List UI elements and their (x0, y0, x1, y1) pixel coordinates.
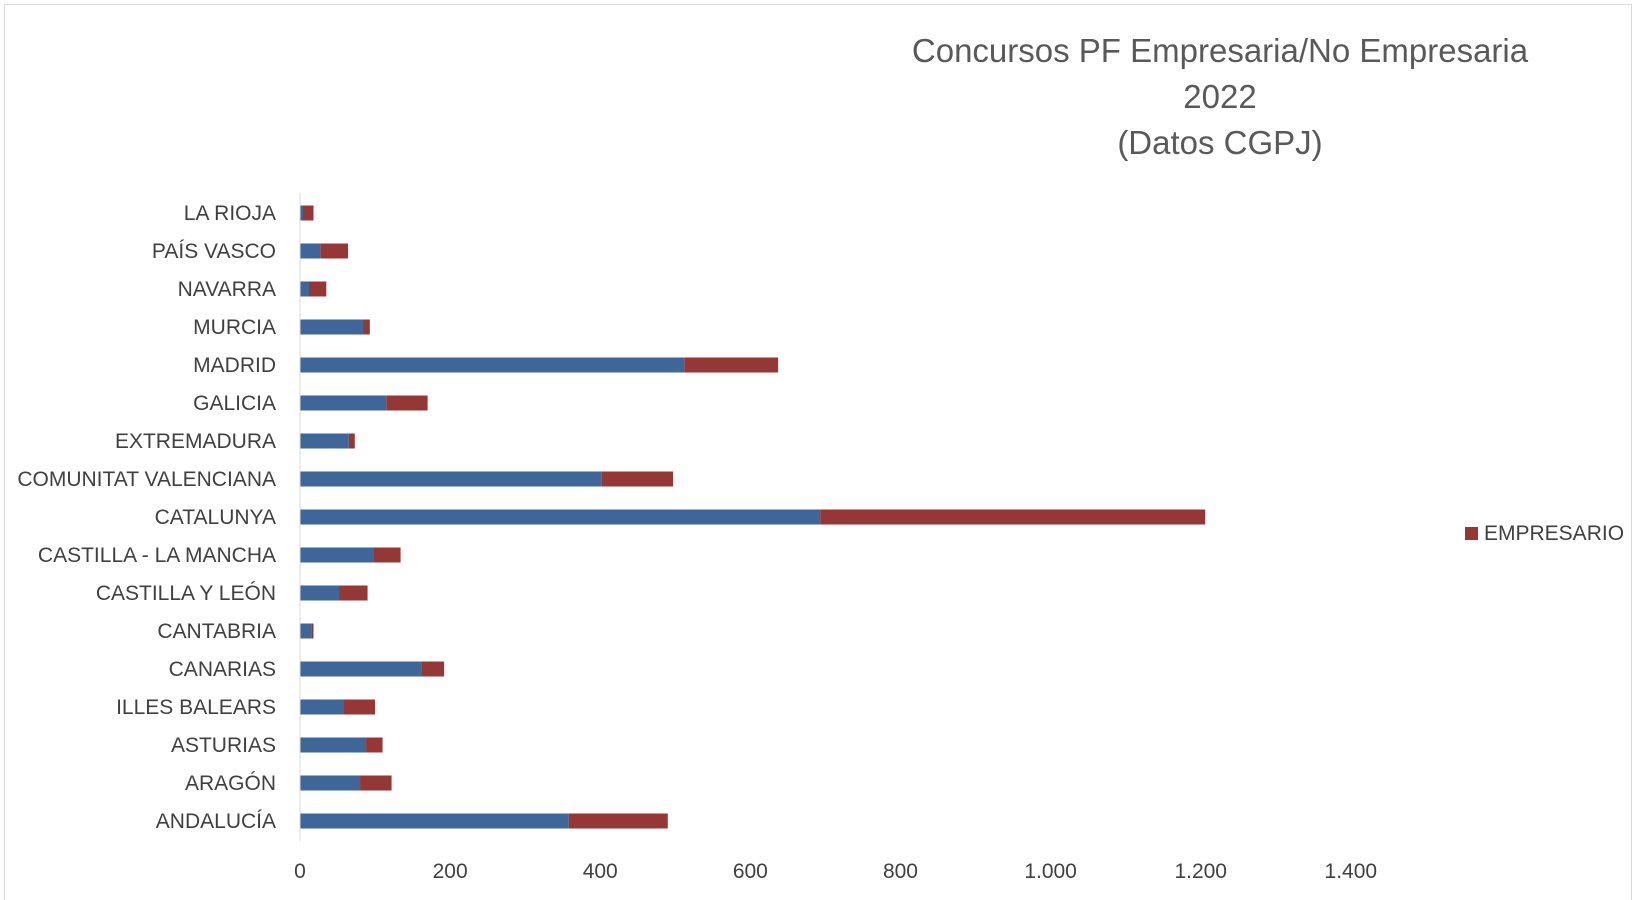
category-label: EXTREMADURA (115, 430, 276, 453)
category-label: MURCIA (193, 316, 276, 339)
legend-label: EMPRESARIO (1484, 522, 1624, 545)
bar-series-1 (300, 395, 387, 411)
bar-empresario (303, 205, 314, 221)
bar-empresario (360, 775, 392, 791)
bar-empresario (320, 243, 349, 259)
bar-empresario (373, 547, 401, 563)
chart-frame (4, 4, 1632, 900)
category-label: ASTURIAS (171, 734, 276, 757)
x-tick-label: 400 (583, 860, 618, 883)
x-tick-label: 1.400 (1325, 860, 1378, 883)
category-label: GALICIA (193, 392, 276, 415)
bar-series-1 (300, 661, 422, 677)
bar-empresario (601, 471, 674, 487)
category-label: MADRID (193, 354, 276, 377)
bar-series-1 (300, 547, 374, 563)
category-label: PAÍS VASCO (152, 240, 276, 263)
bar-empresario (309, 281, 327, 297)
category-label: CASTILLA - LA MANCHA (38, 544, 276, 567)
category-label: CANARIAS (169, 658, 276, 681)
category-label: CATALUNYA (155, 506, 276, 529)
bar-series-1 (300, 281, 310, 297)
chart-title: Concursos PF Empresaria/No Empresaria 20… (870, 28, 1570, 166)
category-label: ARAGÓN (185, 772, 276, 795)
category-label: COMUNITAT VALENCIANA (17, 468, 276, 491)
category-label: LA RIOJA (184, 202, 276, 225)
category-label: CANTABRIA (157, 620, 276, 643)
bar-series-1 (300, 243, 321, 259)
bar-series-1 (300, 813, 569, 829)
bar-empresario (820, 509, 1206, 525)
chart-title-line-3: (Datos CGPJ) (1117, 124, 1323, 161)
bar-series-1 (300, 509, 821, 525)
x-tick-label: 800 (883, 860, 918, 883)
chart-title-line-2: 2022 (1183, 78, 1257, 115)
bar-series-1 (300, 433, 349, 449)
x-tick-label: 1.000 (1024, 860, 1077, 883)
bar-series-1 (300, 205, 304, 221)
x-tick-label: 1.200 (1174, 860, 1227, 883)
bar-empresario (343, 699, 376, 715)
bar-series-1 (300, 699, 344, 715)
category-label: NAVARRA (178, 278, 276, 301)
bar-series-1 (300, 623, 312, 639)
bar-empresario (568, 813, 668, 829)
bar-empresario (339, 585, 368, 601)
bar-empresario (366, 737, 383, 753)
bar-series-1 (300, 737, 367, 753)
legend-swatch (1465, 527, 1478, 540)
bar-series-1 (300, 357, 685, 373)
bar-empresario (421, 661, 445, 677)
bar-series-1 (300, 585, 340, 601)
bar-series-1 (300, 471, 602, 487)
bar-empresario (363, 319, 370, 335)
bar-empresario (684, 357, 779, 373)
bar-empresario (311, 623, 314, 639)
x-tick-label: 600 (733, 860, 768, 883)
bar-series-1 (300, 319, 364, 335)
bar-empresario (348, 433, 355, 449)
x-tick-label: 0 (294, 860, 306, 883)
bar-series-1 (300, 775, 361, 791)
chart-title-line-1: Concursos PF Empresaria/No Empresaria (911, 32, 1529, 69)
category-label: CASTILLA Y LEÓN (96, 582, 276, 605)
bar-empresario (386, 395, 428, 411)
category-label: ILLES BALEARS (116, 696, 276, 719)
x-tick-label: 200 (433, 860, 468, 883)
category-label: ANDALUCÍA (156, 810, 276, 833)
